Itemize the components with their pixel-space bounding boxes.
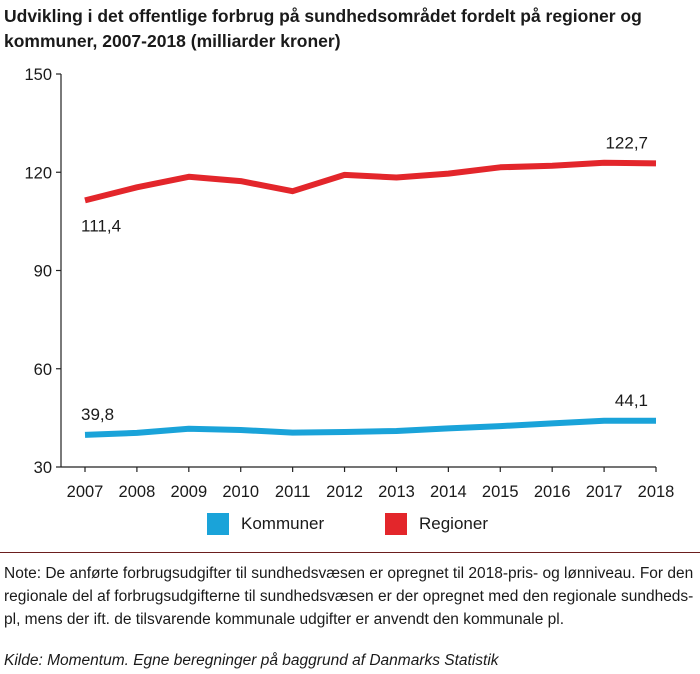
- series-line-kommuner: [84, 417, 656, 438]
- chart-source: Kilde: Momentum. Egne beregninger på bag…: [4, 652, 499, 669]
- chart-note: Note: De anførte forbrugsudgifter til su…: [4, 565, 694, 628]
- x-tick-label-2011: 2011: [275, 483, 310, 501]
- legend-label-kommuner: Kommuner: [241, 514, 325, 533]
- data-label-regioner-2007: 111,4: [81, 216, 121, 235]
- data-label-kommuner-2018: 44,1: [615, 391, 648, 410]
- x-tick-label-2010: 2010: [222, 483, 259, 501]
- legend-swatch-regioner: [385, 513, 407, 535]
- x-tick-label-2014: 2014: [430, 483, 467, 501]
- divider-top: [0, 552, 700, 553]
- legend-item-kommuner: Kommuner: [207, 512, 324, 536]
- data-label-regioner-2018: 122,7: [605, 133, 648, 152]
- legend-item-regioner: Regioner: [385, 512, 488, 536]
- x-tick-label-2008: 2008: [119, 483, 156, 501]
- data-label-kommuner-2007: 39,8: [81, 405, 114, 424]
- x-tick-label-2012: 2012: [326, 483, 363, 501]
- y-tick-label-150: 150: [24, 66, 52, 84]
- x-tick-label-2013: 2013: [378, 483, 415, 501]
- series-line-regioner: [84, 159, 657, 204]
- x-tick-label-2016: 2016: [534, 483, 571, 501]
- y-tick-label-120: 120: [24, 164, 52, 182]
- chart-title: Udvikling i det offentlige forbrug på su…: [4, 6, 642, 51]
- x-tick-label-2009: 2009: [170, 483, 207, 501]
- y-tick-label-60: 60: [34, 361, 52, 379]
- y-tick-label-90: 90: [34, 263, 52, 281]
- x-tick-label-2017: 2017: [586, 483, 623, 501]
- x-tick-label-2018: 2018: [638, 483, 675, 501]
- y-tick-label-30: 30: [34, 459, 52, 477]
- legend-label-regioner: Regioner: [419, 514, 488, 533]
- x-tick-label-2007: 2007: [67, 483, 104, 501]
- line-chart: 30 60 90 120 150 2007 2008 2009 2010 2011 2012 2013…: [24, 66, 675, 501]
- legend-swatch-kommuner: [207, 513, 229, 535]
- x-tick-label-2015: 2015: [482, 483, 519, 501]
